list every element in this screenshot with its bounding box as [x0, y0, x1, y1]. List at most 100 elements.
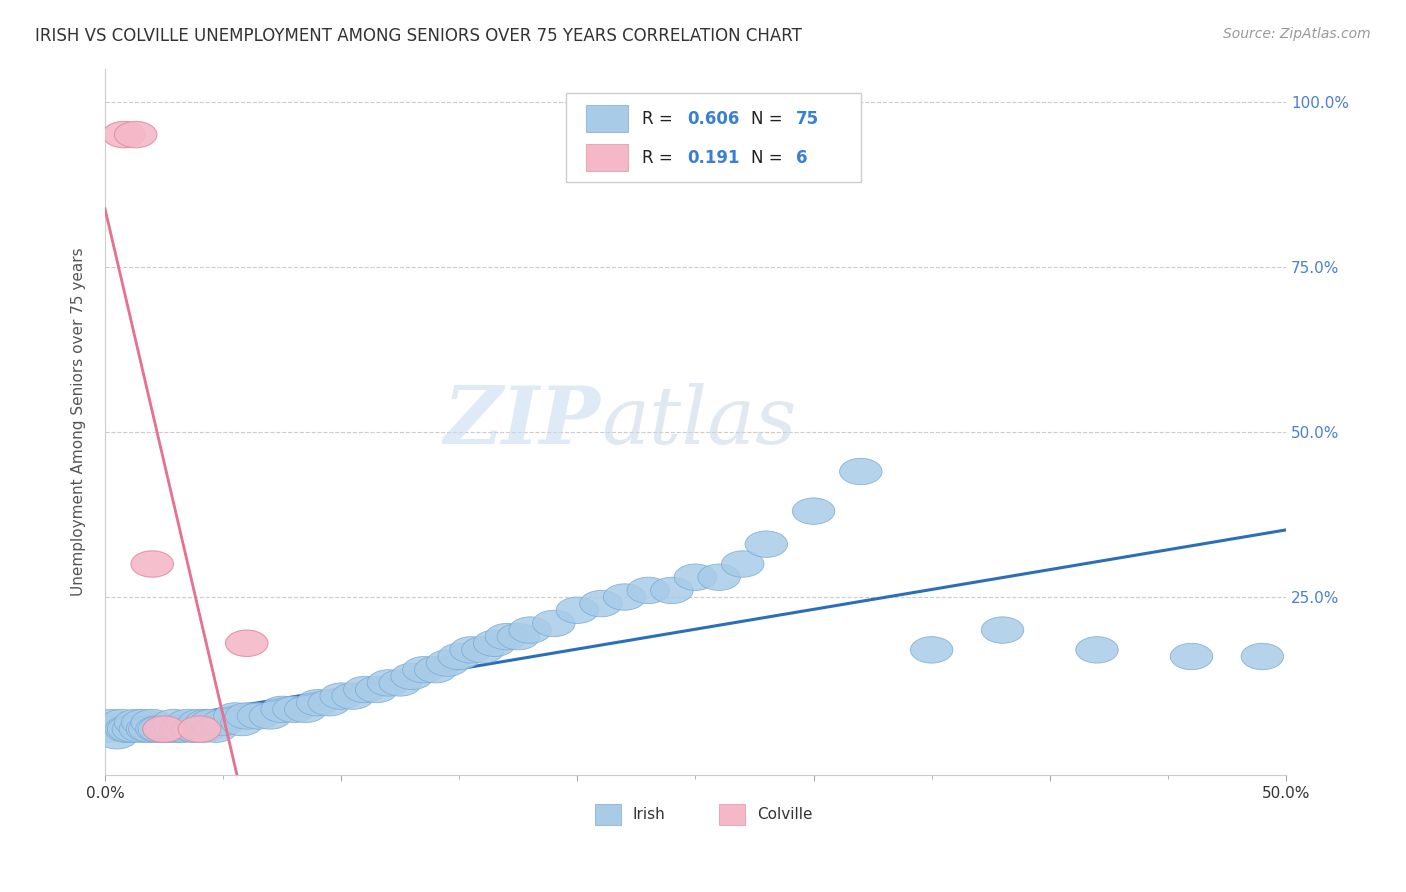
Ellipse shape — [461, 637, 505, 663]
Ellipse shape — [356, 676, 398, 703]
Ellipse shape — [120, 716, 162, 742]
Ellipse shape — [297, 690, 339, 716]
Ellipse shape — [1076, 637, 1118, 663]
Ellipse shape — [190, 709, 232, 736]
Ellipse shape — [179, 716, 221, 742]
Ellipse shape — [238, 703, 280, 729]
Text: 75: 75 — [796, 110, 818, 128]
Ellipse shape — [284, 696, 328, 723]
Text: Colville: Colville — [756, 806, 813, 822]
Ellipse shape — [474, 630, 516, 657]
Ellipse shape — [166, 709, 209, 736]
Ellipse shape — [136, 716, 179, 742]
Ellipse shape — [839, 458, 882, 484]
Ellipse shape — [367, 670, 409, 696]
Ellipse shape — [1170, 643, 1213, 670]
Ellipse shape — [150, 716, 193, 742]
Text: R =: R = — [643, 149, 683, 167]
Ellipse shape — [675, 564, 717, 591]
Ellipse shape — [439, 643, 481, 670]
Ellipse shape — [1241, 643, 1284, 670]
Ellipse shape — [450, 637, 492, 663]
Text: atlas: atlas — [600, 384, 796, 460]
Ellipse shape — [128, 716, 172, 742]
Ellipse shape — [391, 663, 433, 690]
Ellipse shape — [225, 630, 269, 657]
Ellipse shape — [262, 696, 304, 723]
Ellipse shape — [155, 716, 197, 742]
Ellipse shape — [131, 709, 173, 736]
Text: N =: N = — [751, 110, 787, 128]
Ellipse shape — [273, 696, 315, 723]
Ellipse shape — [509, 617, 551, 643]
Ellipse shape — [143, 716, 186, 742]
Ellipse shape — [721, 550, 763, 577]
Ellipse shape — [981, 617, 1024, 643]
Text: Irish: Irish — [633, 806, 665, 822]
Ellipse shape — [249, 703, 291, 729]
Ellipse shape — [152, 709, 195, 736]
Ellipse shape — [138, 716, 180, 742]
Ellipse shape — [485, 624, 527, 650]
Ellipse shape — [579, 591, 623, 617]
Y-axis label: Unemployment Among Seniors over 75 years: Unemployment Among Seniors over 75 years — [72, 248, 86, 596]
Ellipse shape — [745, 531, 787, 558]
Ellipse shape — [603, 584, 645, 610]
Ellipse shape — [321, 683, 363, 709]
FancyBboxPatch shape — [565, 94, 860, 182]
Ellipse shape — [121, 709, 165, 736]
Ellipse shape — [402, 657, 446, 683]
Ellipse shape — [380, 670, 422, 696]
Ellipse shape — [179, 709, 221, 736]
Ellipse shape — [221, 709, 263, 736]
Ellipse shape — [793, 498, 835, 524]
Ellipse shape — [426, 650, 468, 676]
Ellipse shape — [308, 690, 350, 716]
FancyBboxPatch shape — [595, 804, 621, 825]
Ellipse shape — [105, 716, 148, 742]
Text: IRISH VS COLVILLE UNEMPLOYMENT AMONG SENIORS OVER 75 YEARS CORRELATION CHART: IRISH VS COLVILLE UNEMPLOYMENT AMONG SEN… — [35, 27, 801, 45]
Ellipse shape — [91, 709, 134, 736]
Ellipse shape — [651, 577, 693, 604]
Ellipse shape — [107, 716, 150, 742]
Ellipse shape — [202, 709, 245, 736]
Ellipse shape — [159, 716, 202, 742]
Text: R =: R = — [643, 110, 678, 128]
Ellipse shape — [332, 683, 374, 709]
Text: 6: 6 — [796, 149, 807, 167]
Text: 0.191: 0.191 — [688, 149, 740, 167]
Ellipse shape — [415, 657, 457, 683]
Ellipse shape — [114, 121, 157, 148]
Text: N =: N = — [751, 149, 793, 167]
Ellipse shape — [86, 716, 128, 742]
Ellipse shape — [498, 624, 540, 650]
Ellipse shape — [100, 709, 143, 736]
Ellipse shape — [162, 716, 204, 742]
Ellipse shape — [112, 716, 155, 742]
Ellipse shape — [627, 577, 669, 604]
Text: 0.606: 0.606 — [688, 110, 740, 128]
Ellipse shape — [343, 676, 387, 703]
Ellipse shape — [214, 703, 256, 729]
FancyBboxPatch shape — [586, 145, 628, 171]
Ellipse shape — [911, 637, 953, 663]
Ellipse shape — [697, 564, 741, 591]
Ellipse shape — [173, 716, 217, 742]
Ellipse shape — [186, 709, 228, 736]
Text: Source: ZipAtlas.com: Source: ZipAtlas.com — [1223, 27, 1371, 41]
Ellipse shape — [557, 597, 599, 624]
Ellipse shape — [127, 716, 169, 742]
Ellipse shape — [145, 716, 187, 742]
Ellipse shape — [533, 610, 575, 637]
Ellipse shape — [114, 709, 157, 736]
Ellipse shape — [172, 716, 214, 742]
Ellipse shape — [143, 716, 186, 742]
Ellipse shape — [195, 716, 238, 742]
Ellipse shape — [103, 121, 145, 148]
FancyBboxPatch shape — [586, 105, 628, 132]
Ellipse shape — [225, 703, 269, 729]
Ellipse shape — [131, 550, 173, 577]
Ellipse shape — [183, 716, 225, 742]
FancyBboxPatch shape — [718, 804, 745, 825]
Ellipse shape — [96, 723, 138, 749]
